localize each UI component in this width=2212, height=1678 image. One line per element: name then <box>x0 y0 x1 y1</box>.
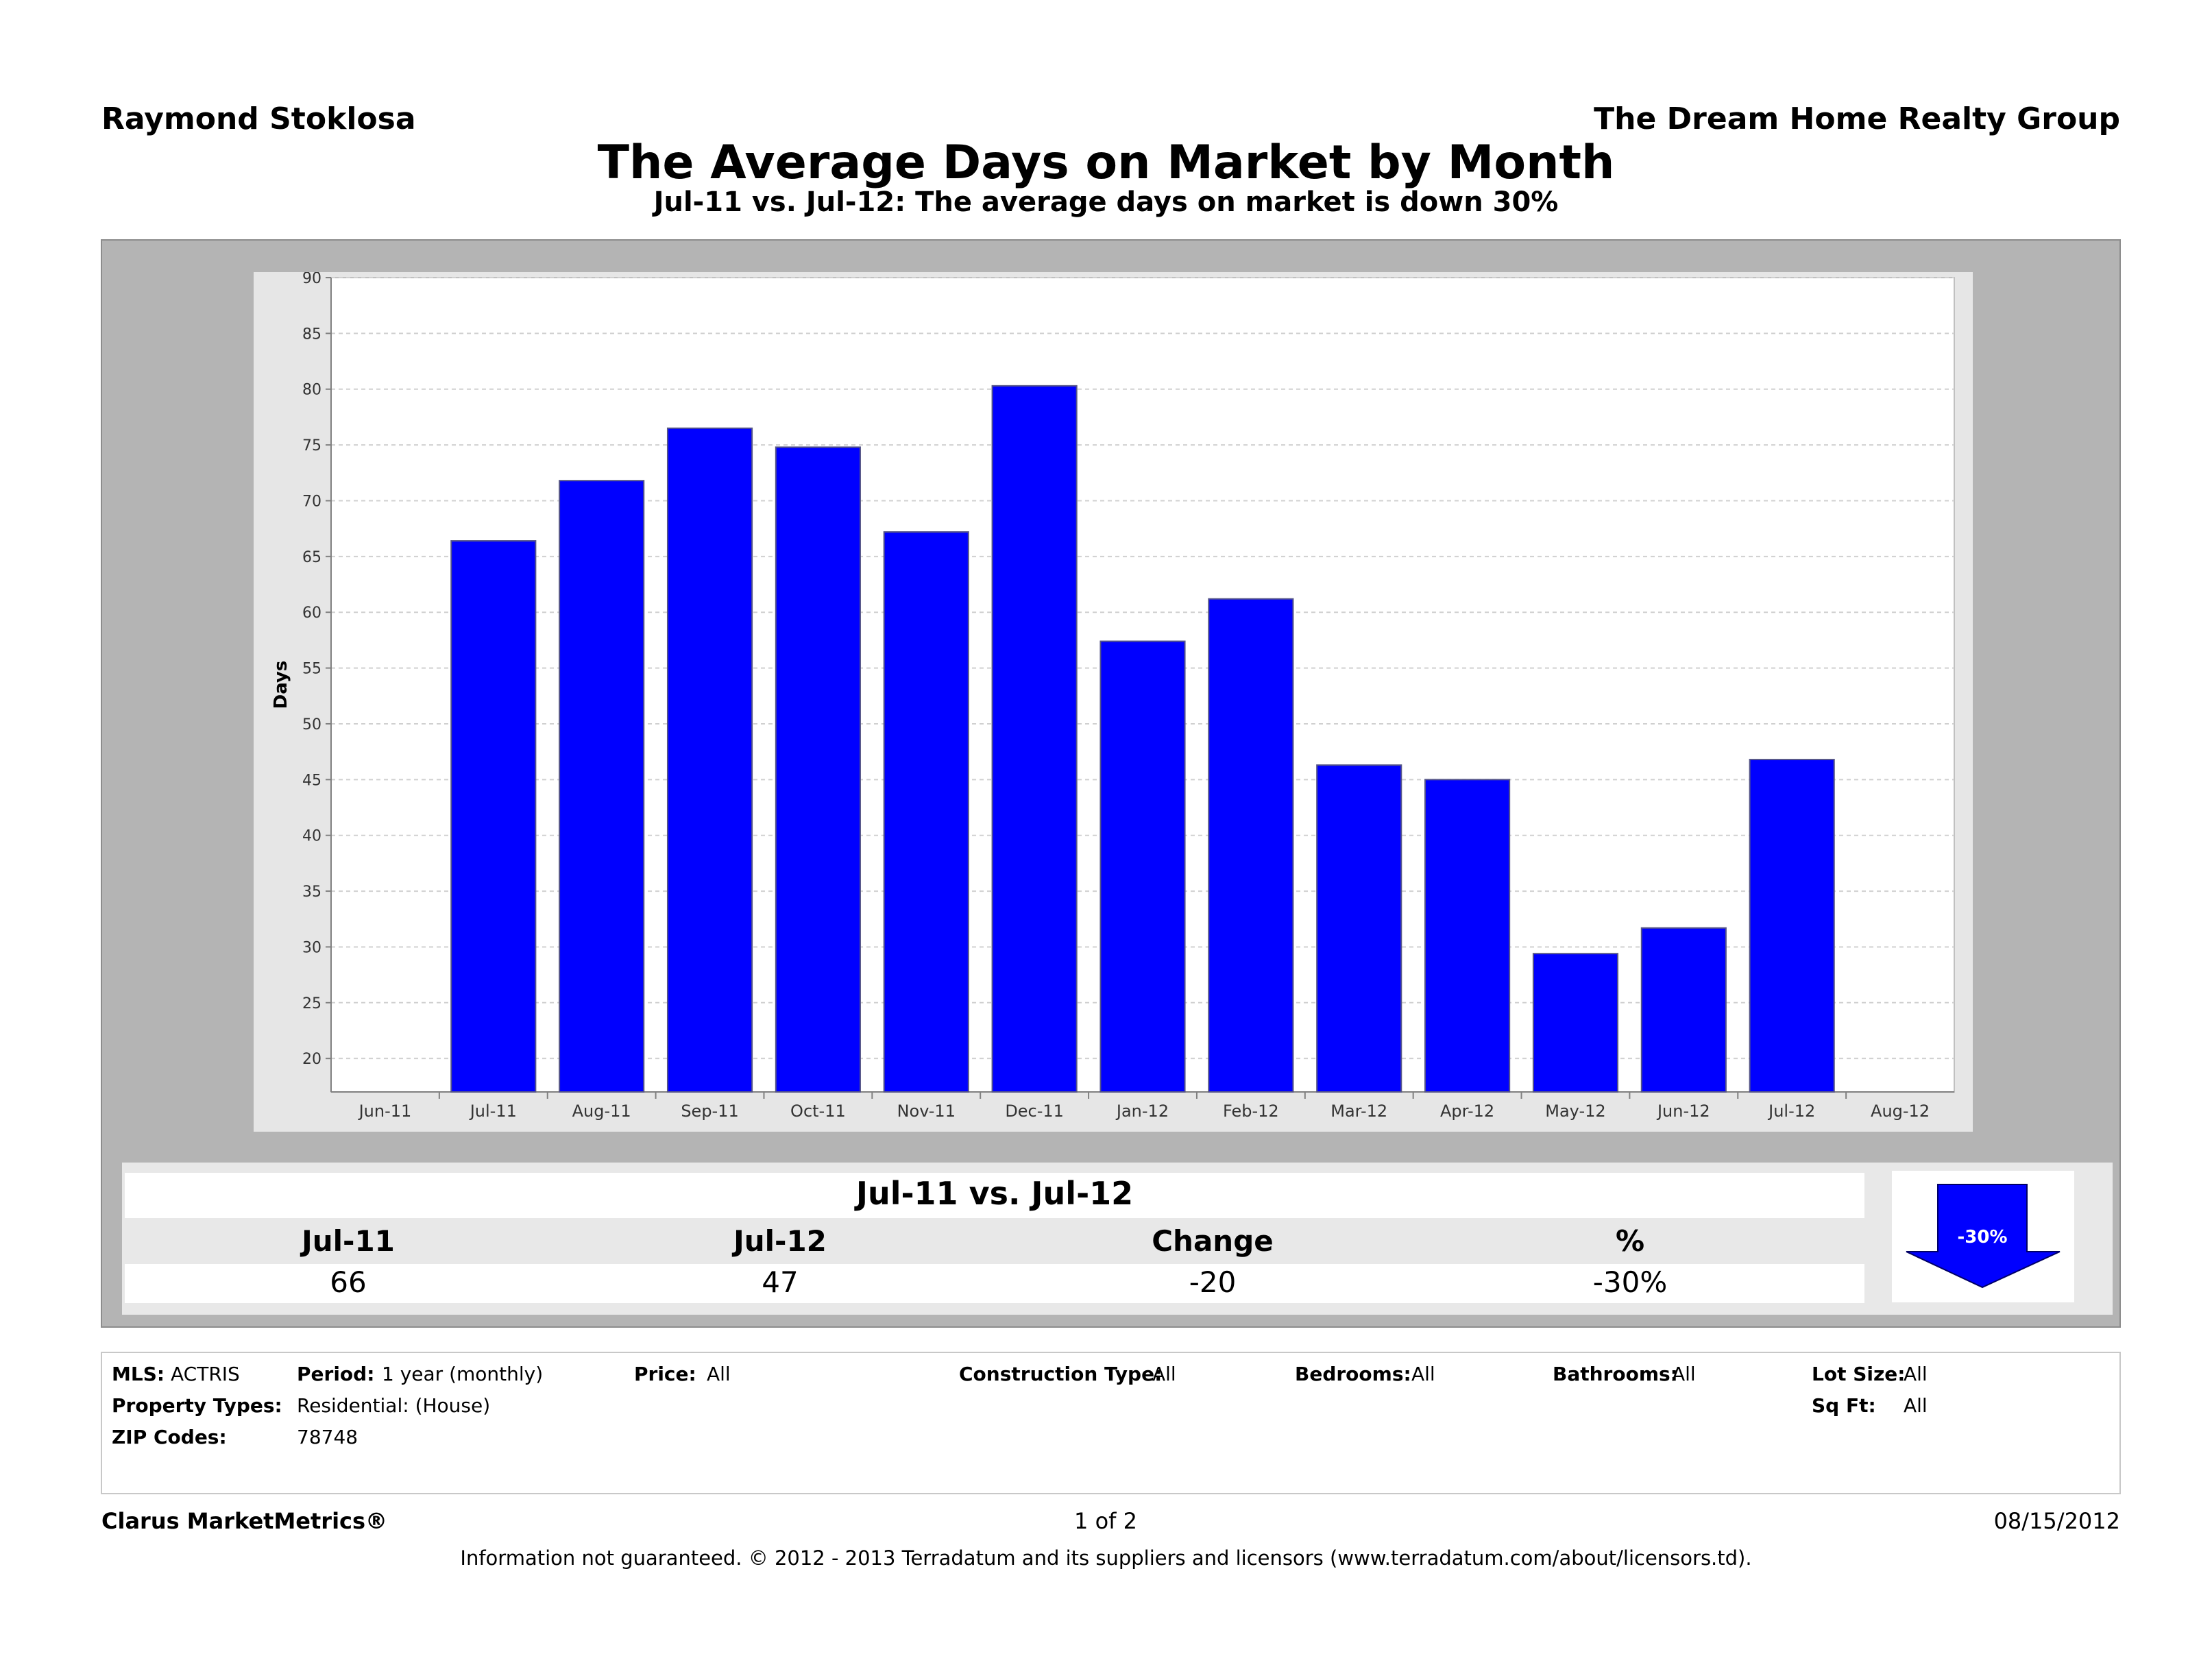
bar-sep-11 <box>666 427 753 1093</box>
price-value: All <box>707 1363 731 1385</box>
bathrooms-label: Bathrooms: <box>1553 1363 1678 1385</box>
bathrooms-value: All <box>1672 1363 1696 1385</box>
y-tick-label: 20 <box>302 1051 321 1068</box>
x-tick-label: Mar-12 <box>1330 1102 1387 1121</box>
sqft-value: All <box>1904 1394 1928 1417</box>
chart-subtitle: Jul-11 vs. Jul-12: The average days on m… <box>653 186 1559 218</box>
bar-apr-12 <box>1424 779 1511 1093</box>
period-value: 1 year (monthly) <box>382 1363 544 1385</box>
company-name: The Dream Home Realty Group <box>1594 101 2120 136</box>
footer-brand: Clarus MarketMetrics® <box>101 1508 388 1534</box>
y-tick-label: 25 <box>302 995 321 1012</box>
y-axis-label: Days <box>271 661 291 709</box>
y-tick-label: 40 <box>302 828 321 845</box>
lotsize-label: Lot Size: <box>1812 1363 1906 1385</box>
bar-feb-12 <box>1208 598 1294 1093</box>
summary-header-jul12: Jul-12 <box>733 1224 827 1258</box>
criteria-box: MLS: ACTRIS Period: 1 year (monthly) Pri… <box>101 1352 2121 1494</box>
arrow-label: -30% <box>1957 1227 2007 1248</box>
lotsize-value: All <box>1904 1363 1928 1385</box>
summary-value-change: -20 <box>1189 1265 1237 1299</box>
x-tick-label: Sep-11 <box>681 1102 738 1121</box>
construction-value: All <box>1152 1363 1176 1385</box>
bar-mar-12 <box>1316 764 1402 1093</box>
y-tick-label: 65 <box>302 549 321 566</box>
x-tick-label: Jun-12 <box>1656 1102 1710 1121</box>
bedrooms-label: Bedrooms: <box>1295 1363 1411 1385</box>
x-tick-label: Jun-11 <box>358 1102 412 1121</box>
chart-panel: 20 25 30 35 40 45 50 55 60 65 70 75 80 85 90 Days Jun-11… <box>254 272 1973 1132</box>
y-tick-label: 55 <box>302 661 321 678</box>
x-tick-label: Feb-12 <box>1223 1102 1279 1121</box>
bar-chart: 20 25 30 35 40 45 50 55 60 65 70 75 80 85 90 Days Jun-11… <box>271 272 1955 1121</box>
period-label: Period: <box>297 1363 375 1385</box>
y-tick-label: 90 <box>302 272 321 287</box>
zip-codes-value: 78748 <box>297 1426 358 1448</box>
x-tick-label: Jan-12 <box>1115 1102 1169 1121</box>
footer-disclaimer: Information not guaranteed. © 2012 - 201… <box>460 1546 1752 1570</box>
bar-aug-11 <box>559 480 645 1093</box>
bar-oct-11 <box>775 446 861 1093</box>
bar-jul-11 <box>450 540 537 1093</box>
x-tick-label: Apr-12 <box>1440 1102 1494 1121</box>
mls-label: MLS: <box>112 1363 165 1385</box>
summary-header-percent: % <box>1615 1224 1645 1258</box>
summary-header-jul11: Jul-11 <box>302 1224 395 1258</box>
construction-label: Construction Type: <box>959 1363 1163 1385</box>
x-tick-label: Aug-11 <box>572 1102 631 1121</box>
y-tick-label: 60 <box>302 605 321 622</box>
bar-jun-12 <box>1640 927 1727 1093</box>
y-tick-label: 50 <box>302 716 321 733</box>
property-types-label: Property Types: <box>112 1394 282 1417</box>
bar-nov-11 <box>883 531 969 1093</box>
x-tick-label: Jul-11 <box>469 1102 517 1121</box>
summary-title: Jul-11 vs. Jul-12 <box>855 1175 1134 1212</box>
summary-value-percent: -30% <box>1592 1265 1668 1299</box>
y-tick-label: 70 <box>302 493 321 510</box>
bedrooms-value: All <box>1411 1363 1435 1385</box>
x-tick-label: Aug-12 <box>1871 1102 1930 1121</box>
x-tick-label: Dec-11 <box>1005 1102 1064 1121</box>
y-tick-label: 80 <box>302 382 321 399</box>
arrow-box: -30% <box>1892 1171 2074 1302</box>
y-tick-label: 85 <box>302 326 321 343</box>
bar-jan-12 <box>1099 640 1186 1093</box>
mls-value: ACTRIS <box>171 1363 240 1385</box>
footer-date: 08/15/2012 <box>1993 1508 2120 1534</box>
summary-value-jul11: 66 <box>330 1265 367 1299</box>
down-arrow-icon: -30% <box>1906 1184 2061 1289</box>
agent-name: Raymond Stoklosa <box>101 101 416 136</box>
y-tick-label: 30 <box>302 939 321 956</box>
summary-value-jul12: 47 <box>762 1265 799 1299</box>
x-tick-label: May-12 <box>1545 1102 1605 1121</box>
summary-panel: Jul-11 vs. Jul-12 Jul-11 Jul-12 Change %… <box>122 1163 2113 1315</box>
bar-may-12 <box>1532 953 1619 1093</box>
zip-codes-label: ZIP Codes: <box>112 1426 227 1448</box>
summary-header-change: Change <box>1152 1224 1274 1258</box>
x-tick-label: Jul-12 <box>1767 1102 1815 1121</box>
x-tick-label: Nov-11 <box>897 1102 956 1121</box>
summary-title-row <box>125 1173 1864 1218</box>
sqft-label: Sq Ft: <box>1812 1394 1876 1417</box>
summary-value-row <box>125 1264 1864 1303</box>
chart-title: The Average Days on Market by Month <box>597 136 1615 190</box>
y-tick-label: 75 <box>302 437 321 454</box>
y-tick-label: 35 <box>302 884 321 901</box>
bar-jul-12 <box>1749 759 1835 1093</box>
property-types-value: Residential: (House) <box>297 1394 491 1417</box>
y-tick-label: 45 <box>302 772 321 789</box>
footer-page-number: 1 of 2 <box>1074 1508 1137 1534</box>
bar-dec-11 <box>991 385 1078 1093</box>
price-label: Price: <box>634 1363 696 1385</box>
x-tick-label: Oct-11 <box>790 1102 846 1121</box>
